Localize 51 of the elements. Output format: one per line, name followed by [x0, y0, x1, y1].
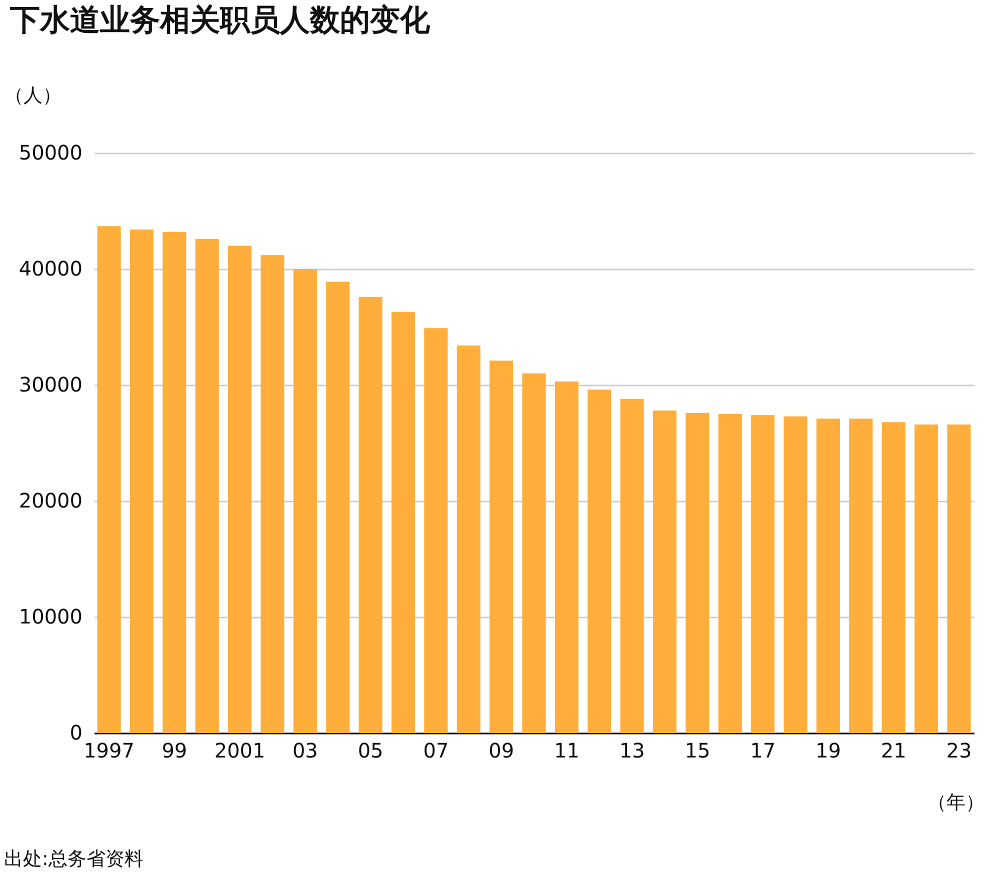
bar — [456, 346, 480, 733]
bar — [718, 414, 742, 733]
bar — [260, 255, 284, 733]
bar — [522, 373, 546, 733]
bar — [751, 415, 775, 733]
x-tick-label: 15 — [684, 738, 710, 762]
bar — [947, 424, 971, 733]
x-tick-label: 11 — [554, 738, 580, 762]
bar — [816, 418, 840, 733]
y-tick-label: 0 — [70, 720, 82, 744]
bar — [554, 382, 578, 733]
x-axis-title: （年） — [928, 792, 984, 814]
text: 出处:总务省资料 — [4, 847, 144, 872]
bar — [914, 424, 938, 733]
y-axis-title: （人） — [4, 84, 62, 106]
x-tick-label: 2001 — [214, 738, 266, 762]
bar — [391, 312, 416, 733]
y-tick-label: 10000 — [18, 604, 82, 628]
bar — [849, 418, 873, 733]
bar — [97, 226, 121, 733]
bar — [195, 238, 219, 733]
y-tick-label: 30000 — [18, 372, 82, 396]
bar — [882, 422, 906, 733]
x-tick-label: 05 — [358, 738, 384, 762]
bar — [620, 398, 644, 733]
x-tick-label: 13 — [619, 738, 645, 762]
x-tick-label: 23 — [946, 738, 972, 762]
bar — [652, 410, 677, 733]
bar — [130, 230, 154, 733]
bar — [293, 269, 317, 733]
bar — [162, 232, 186, 733]
bar — [228, 246, 252, 733]
x-tick-label: 21 — [880, 738, 906, 762]
y-tick-label: 40000 — [18, 256, 82, 280]
bar — [358, 296, 382, 733]
bar — [784, 416, 808, 733]
bar — [686, 412, 710, 733]
bar — [326, 282, 350, 733]
x-tick-label: 07 — [423, 738, 449, 762]
x-tick-label: 19 — [815, 738, 841, 762]
x-tick-label: 1997 — [84, 738, 134, 762]
x-tick-label: 03 — [292, 738, 318, 762]
bar — [424, 328, 448, 733]
x-tick-label: 17 — [750, 738, 776, 762]
x-tick-label: 09 — [488, 738, 514, 762]
x-tick-label: 99 — [162, 738, 188, 762]
bar — [588, 390, 612, 733]
bar — [490, 360, 514, 733]
chart-title: 下水道业务相关职员人数的变化 — [9, 3, 431, 38]
y-tick-label: 20000 — [18, 488, 82, 512]
y-tick-label: 50000 — [18, 140, 82, 164]
